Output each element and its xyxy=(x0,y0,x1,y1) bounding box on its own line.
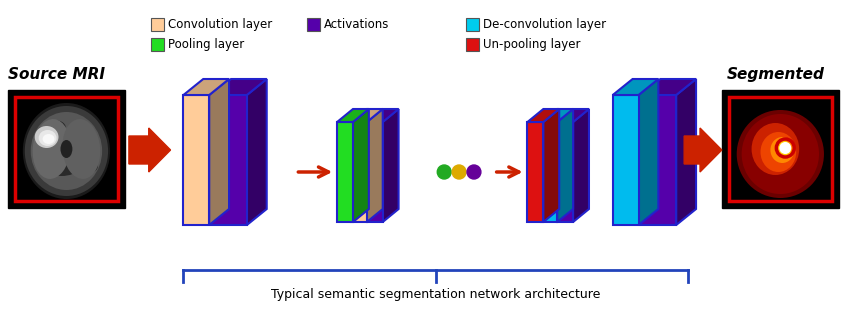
Bar xyxy=(211,95,246,225)
Ellipse shape xyxy=(42,134,54,144)
Text: Convolution layer: Convolution layer xyxy=(167,18,272,31)
Text: Segmented: Segmented xyxy=(727,67,824,82)
Bar xyxy=(308,18,320,31)
Bar xyxy=(641,95,677,225)
Ellipse shape xyxy=(25,106,108,196)
Polygon shape xyxy=(573,109,589,222)
Bar xyxy=(466,38,479,51)
Polygon shape xyxy=(367,109,399,122)
Bar xyxy=(367,122,382,222)
Polygon shape xyxy=(638,79,659,225)
Bar xyxy=(184,95,209,225)
Text: Activations: Activations xyxy=(324,18,389,31)
Bar xyxy=(14,97,118,201)
Polygon shape xyxy=(543,109,559,222)
Bar xyxy=(337,122,353,222)
Polygon shape xyxy=(528,109,559,122)
Polygon shape xyxy=(353,109,369,222)
Polygon shape xyxy=(367,109,382,222)
Polygon shape xyxy=(613,79,659,95)
Bar xyxy=(8,90,125,208)
Bar xyxy=(613,95,638,225)
Bar xyxy=(351,122,367,222)
Bar xyxy=(722,90,839,208)
Polygon shape xyxy=(684,128,722,172)
Ellipse shape xyxy=(737,110,824,198)
Ellipse shape xyxy=(60,140,72,158)
Polygon shape xyxy=(641,79,696,95)
Polygon shape xyxy=(558,109,589,122)
Text: Un-pooling layer: Un-pooling layer xyxy=(483,38,581,51)
Polygon shape xyxy=(209,79,229,225)
Text: Source MRI: Source MRI xyxy=(8,67,105,82)
Ellipse shape xyxy=(23,103,110,199)
Polygon shape xyxy=(382,109,399,222)
Polygon shape xyxy=(541,109,573,122)
Ellipse shape xyxy=(778,141,791,157)
Ellipse shape xyxy=(35,126,59,148)
Ellipse shape xyxy=(770,137,794,163)
Circle shape xyxy=(452,165,466,179)
Polygon shape xyxy=(246,79,267,225)
Bar xyxy=(528,122,543,222)
Ellipse shape xyxy=(779,142,791,154)
Polygon shape xyxy=(558,109,573,222)
Ellipse shape xyxy=(742,114,819,194)
Bar xyxy=(541,122,558,222)
Bar xyxy=(150,18,163,31)
Ellipse shape xyxy=(37,120,66,142)
Polygon shape xyxy=(184,79,229,95)
Ellipse shape xyxy=(46,162,77,176)
Bar xyxy=(728,97,832,201)
Ellipse shape xyxy=(38,130,56,146)
Text: Typical semantic segmentation network architecture: Typical semantic segmentation network ar… xyxy=(271,288,600,301)
Bar xyxy=(466,18,479,31)
Polygon shape xyxy=(351,109,382,122)
Polygon shape xyxy=(337,109,369,122)
Ellipse shape xyxy=(761,132,796,172)
Text: Pooling layer: Pooling layer xyxy=(167,38,244,51)
Polygon shape xyxy=(211,79,267,95)
Circle shape xyxy=(437,165,451,179)
Bar xyxy=(558,122,573,222)
Ellipse shape xyxy=(71,154,98,174)
Circle shape xyxy=(467,165,481,179)
Ellipse shape xyxy=(62,119,100,179)
Ellipse shape xyxy=(751,123,799,175)
Polygon shape xyxy=(677,79,696,225)
Ellipse shape xyxy=(31,112,102,190)
Polygon shape xyxy=(129,128,171,172)
Ellipse shape xyxy=(32,119,71,179)
Text: De-convolution layer: De-convolution layer xyxy=(483,18,606,31)
Bar xyxy=(150,38,163,51)
